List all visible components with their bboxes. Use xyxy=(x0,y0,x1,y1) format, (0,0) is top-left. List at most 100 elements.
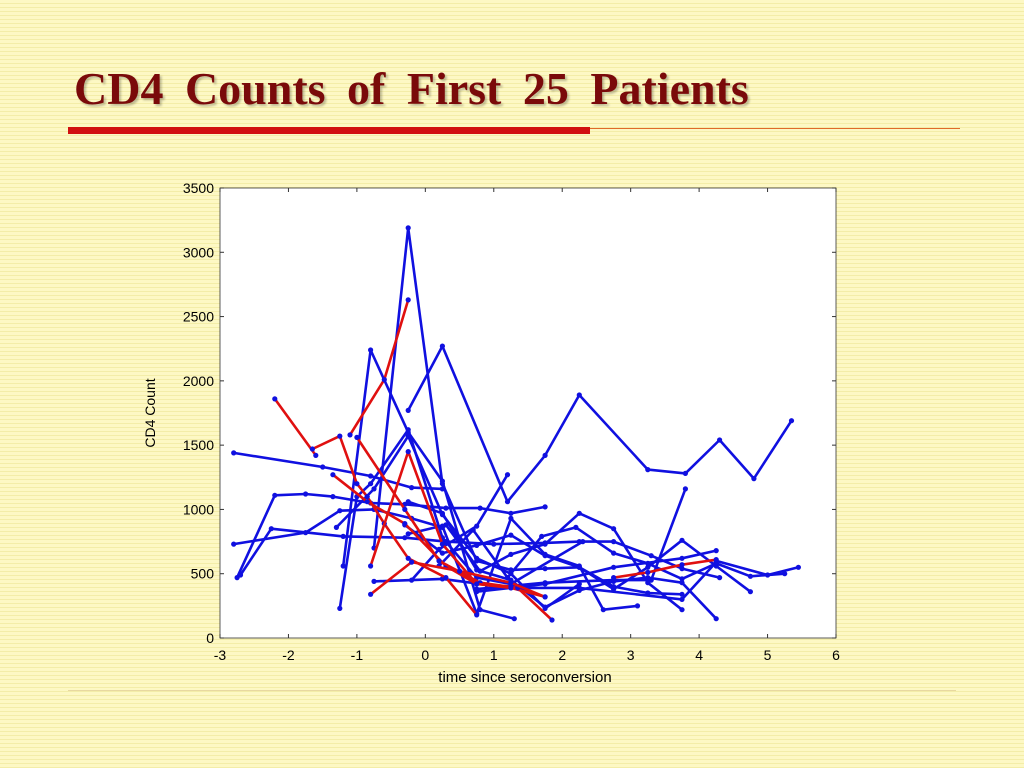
y-tick-label: 2000 xyxy=(183,373,214,389)
data-point xyxy=(371,486,377,492)
data-point xyxy=(645,564,651,570)
data-point xyxy=(713,557,719,563)
data-point xyxy=(491,541,497,547)
data-point xyxy=(580,539,586,545)
series-line xyxy=(406,344,793,504)
data-point xyxy=(645,467,651,473)
data-point xyxy=(320,464,326,470)
y-tick-label: 1000 xyxy=(183,501,214,517)
series-layer xyxy=(231,225,802,623)
data-point xyxy=(576,585,582,591)
data-point xyxy=(402,506,408,512)
data-point xyxy=(347,432,353,438)
data-point xyxy=(439,481,445,487)
data-point xyxy=(542,541,548,547)
patient-series xyxy=(368,559,548,600)
data-point xyxy=(337,605,343,612)
data-point xyxy=(405,499,411,505)
axis-ticks xyxy=(219,187,837,639)
data-point xyxy=(504,472,511,478)
data-point xyxy=(508,510,514,516)
data-point xyxy=(477,505,483,511)
data-point xyxy=(717,575,723,581)
x-tick-label: -1 xyxy=(351,647,364,663)
data-point xyxy=(474,586,480,592)
data-point xyxy=(682,486,689,492)
data-point xyxy=(611,564,617,570)
x-tick-label: 1 xyxy=(490,647,498,663)
data-point xyxy=(474,612,480,618)
data-point xyxy=(272,492,278,498)
data-point xyxy=(439,343,445,349)
data-point xyxy=(340,563,346,569)
data-point xyxy=(747,573,754,579)
plot-area xyxy=(220,188,836,638)
series-line xyxy=(341,348,516,621)
data-point xyxy=(679,607,685,613)
y-tick-label: 500 xyxy=(191,566,215,582)
x-tick-label: 3 xyxy=(627,647,635,663)
data-point xyxy=(611,526,617,532)
series-line xyxy=(372,226,684,596)
y-tick-label: 3000 xyxy=(183,244,214,260)
data-point xyxy=(436,558,442,564)
data-point xyxy=(474,558,480,564)
data-point xyxy=(443,505,449,511)
title-underline-thin xyxy=(590,128,960,129)
data-point xyxy=(313,452,319,458)
patient-series xyxy=(347,297,411,438)
series-line xyxy=(338,428,721,610)
x-axis-label: time since seroconversion xyxy=(438,669,611,686)
data-point xyxy=(645,569,651,576)
data-point xyxy=(405,531,411,537)
data-point xyxy=(679,580,685,586)
y-tick-label: 1500 xyxy=(183,437,214,453)
data-point xyxy=(508,584,514,590)
data-point xyxy=(340,533,346,540)
data-point xyxy=(549,617,555,623)
data-point xyxy=(504,575,511,581)
data-point xyxy=(573,524,579,531)
data-point xyxy=(611,575,617,581)
data-point xyxy=(368,347,374,353)
data-point xyxy=(576,392,582,398)
data-point xyxy=(368,481,374,487)
data-point xyxy=(474,542,480,549)
data-point xyxy=(409,485,415,491)
data-point xyxy=(600,607,606,613)
data-point xyxy=(682,470,689,476)
data-point xyxy=(713,548,719,554)
patient-series xyxy=(368,449,514,590)
data-point xyxy=(542,580,548,586)
series-line xyxy=(232,508,444,546)
data-point xyxy=(303,491,309,497)
data-point xyxy=(751,476,757,482)
x-tick-label: 4 xyxy=(695,647,703,663)
data-point xyxy=(747,589,754,595)
data-point xyxy=(679,555,685,561)
data-point xyxy=(402,521,408,527)
slide-title: CD4 Counts of First 25 Patients xyxy=(74,63,749,114)
patient-series xyxy=(611,557,719,581)
data-point xyxy=(368,473,374,479)
data-point xyxy=(542,566,548,572)
data-point xyxy=(508,580,514,586)
data-point xyxy=(713,616,719,622)
data-point xyxy=(436,546,442,552)
data-point xyxy=(634,603,641,609)
data-point xyxy=(333,524,339,531)
data-point xyxy=(268,526,274,532)
data-point xyxy=(405,427,411,433)
data-point xyxy=(542,452,548,458)
data-point xyxy=(337,508,343,514)
data-point xyxy=(272,396,278,402)
x-tick-label: -3 xyxy=(214,647,227,663)
data-point xyxy=(788,418,795,424)
y-tick-label: 2500 xyxy=(183,309,214,325)
data-point xyxy=(542,551,548,558)
data-point xyxy=(439,550,445,556)
data-point xyxy=(330,494,336,500)
data-point xyxy=(679,562,685,568)
data-point xyxy=(354,481,360,487)
